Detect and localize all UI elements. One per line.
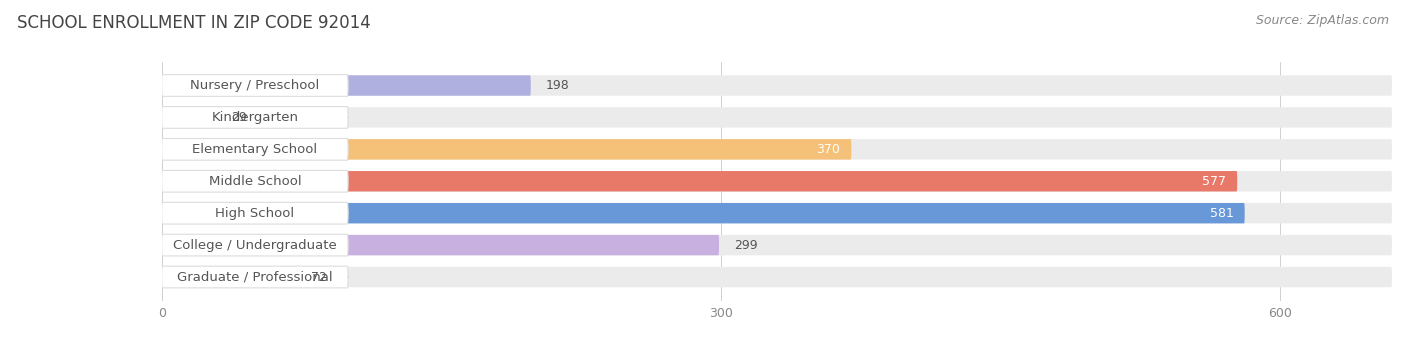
Text: Nursery / Preschool: Nursery / Preschool [190, 79, 319, 92]
FancyBboxPatch shape [162, 267, 1392, 287]
FancyBboxPatch shape [162, 235, 1392, 255]
FancyBboxPatch shape [162, 75, 531, 96]
FancyBboxPatch shape [162, 234, 349, 256]
FancyBboxPatch shape [162, 203, 1392, 223]
Text: 299: 299 [734, 239, 758, 252]
FancyBboxPatch shape [162, 203, 1244, 223]
Text: SCHOOL ENROLLMENT IN ZIP CODE 92014: SCHOOL ENROLLMENT IN ZIP CODE 92014 [17, 14, 371, 32]
Text: 29: 29 [231, 111, 246, 124]
FancyBboxPatch shape [162, 107, 215, 128]
Text: Middle School: Middle School [208, 175, 301, 188]
FancyBboxPatch shape [162, 267, 295, 287]
FancyBboxPatch shape [162, 75, 1392, 96]
Text: 370: 370 [817, 143, 841, 156]
Text: Elementary School: Elementary School [193, 143, 318, 156]
FancyBboxPatch shape [162, 139, 852, 160]
Text: 198: 198 [546, 79, 569, 92]
Text: 581: 581 [1209, 207, 1233, 220]
Text: Graduate / Professional: Graduate / Professional [177, 271, 333, 284]
FancyBboxPatch shape [162, 266, 349, 288]
FancyBboxPatch shape [162, 139, 349, 160]
FancyBboxPatch shape [162, 107, 349, 128]
Text: Kindergarten: Kindergarten [211, 111, 298, 124]
Text: High School: High School [215, 207, 294, 220]
FancyBboxPatch shape [162, 171, 1392, 192]
FancyBboxPatch shape [162, 171, 1237, 192]
FancyBboxPatch shape [162, 235, 718, 255]
Text: 72: 72 [311, 271, 326, 284]
FancyBboxPatch shape [162, 107, 1392, 128]
Text: 577: 577 [1202, 175, 1226, 188]
FancyBboxPatch shape [162, 202, 349, 224]
FancyBboxPatch shape [162, 170, 349, 192]
FancyBboxPatch shape [162, 139, 1392, 160]
Text: College / Undergraduate: College / Undergraduate [173, 239, 337, 252]
Text: Source: ZipAtlas.com: Source: ZipAtlas.com [1256, 14, 1389, 27]
FancyBboxPatch shape [162, 75, 349, 96]
